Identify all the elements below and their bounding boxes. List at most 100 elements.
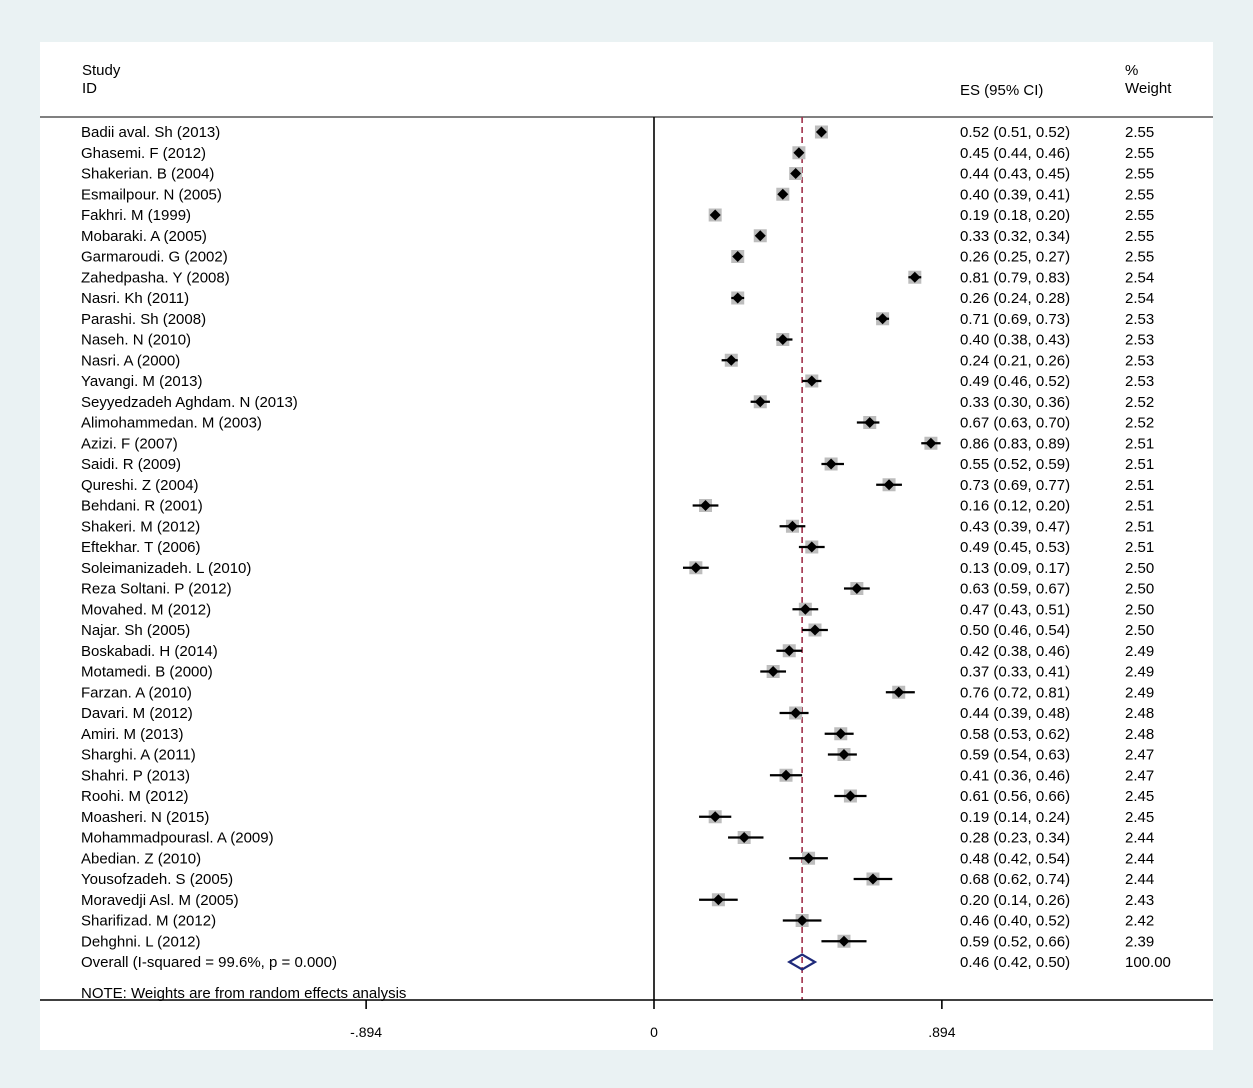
study-label: Seyyedzadeh Aghdam. N (2013) [81,394,298,411]
study-label: Dehghni. L (2012) [81,933,201,950]
study-label: Sharghi. A (2011) [81,747,196,764]
study-label: Abedian. Z (2010) [81,850,201,867]
study-label: Esmailpour. N (2005) [81,186,222,203]
weight-label: 2.53 [1125,373,1154,390]
es-ci-label: 0.68 (0.62, 0.74) [960,871,1070,888]
study-label: Roohi. M (2012) [81,788,189,805]
study-label: Boskabadi. H (2014) [81,643,218,660]
weight-label: 2.51 [1125,477,1154,494]
es-ci-label: 0.52 (0.51, 0.52) [960,124,1070,141]
study-label: Mobaraki. A (2005) [81,228,207,245]
point-estimate-marker [806,375,818,387]
study-label: Fakhri. M (1999) [81,207,191,224]
header-weight-line1: % [1125,62,1139,79]
point-estimate-marker [809,624,821,636]
weight-label: 2.44 [1125,850,1154,867]
es-ci-label: 0.81 (0.79, 0.83) [960,269,1070,286]
es-ci-label: 0.76 (0.72, 0.81) [960,684,1070,701]
es-ci-label: 0.37 (0.33, 0.41) [960,664,1070,681]
point-estimate-marker [709,209,721,221]
point-estimate-marker [835,728,847,740]
es-ci-label: 0.49 (0.46, 0.52) [960,373,1070,390]
point-estimate-marker [783,645,795,657]
study-label: Saidi. R (2009) [81,456,181,473]
point-estimate-marker [883,479,895,491]
study-label: Badii aval. Sh (2013) [81,124,220,141]
study-label: Moasheri. N (2015) [81,809,209,826]
es-ci-label: 0.20 (0.14, 0.26) [960,892,1070,909]
weight-label: 2.55 [1125,166,1154,183]
es-ci-label: 0.26 (0.25, 0.27) [960,249,1070,266]
weight-label: 2.55 [1125,207,1154,224]
weight-label: 2.49 [1125,664,1154,681]
x-tick-label: .894 [928,1024,955,1040]
study-label: Najar. Sh (2005) [81,622,190,639]
es-ci-label: 0.63 (0.59, 0.67) [960,581,1070,598]
study-label: Amiri. M (2013) [81,726,184,743]
point-estimate-marker [844,790,856,802]
es-ci-label: 0.28 (0.23, 0.34) [960,830,1070,847]
point-estimate-marker [803,852,815,864]
weight-label: 2.55 [1125,249,1154,266]
point-estimate-marker [806,541,818,553]
point-estimate-marker [851,583,863,594]
es-ci-label: 0.45 (0.44, 0.46) [960,145,1070,162]
study-label: Moravedji Asl. M (2005) [81,892,239,909]
es-ci-label: 0.33 (0.32, 0.34) [960,228,1070,245]
es-ci-label: 0.41 (0.36, 0.46) [960,767,1070,784]
es-ci-label: 0.86 (0.83, 0.89) [960,435,1070,452]
study-label: Motamedi. B (2000) [81,664,213,681]
es-ci-label: 0.49 (0.45, 0.53) [960,539,1070,556]
x-tick-label: -.894 [350,1024,382,1040]
header-study: Study ID [82,62,120,98]
point-estimate-marker [790,168,802,179]
weight-label: 2.50 [1125,622,1154,639]
weight-label: 2.50 [1125,581,1154,598]
point-estimate-marker [893,686,905,698]
forest-plot-svg: Badii aval. Sh (2013) 0.52 (0.51, 0.52) 2.… [40,116,1213,1040]
point-estimate-marker [838,935,850,947]
es-ci-label: 0.73 (0.69, 0.77) [960,477,1070,494]
weight-label: 2.52 [1125,394,1154,411]
weight-label: 2.48 [1125,705,1154,722]
overall-weight-label: 100.00 [1125,954,1171,971]
point-estimate-marker [690,562,702,574]
point-estimate-marker [786,520,798,532]
study-label: Azizi. F (2007) [81,435,178,452]
weight-label: 2.49 [1125,684,1154,701]
es-ci-label: 0.40 (0.39, 0.41) [960,186,1070,203]
weight-label: 2.53 [1125,311,1154,328]
study-label: Yousofzadeh. S (2005) [81,871,233,888]
weight-label: 2.42 [1125,913,1154,930]
point-estimate-marker [877,313,889,325]
weight-label: 2.39 [1125,933,1154,950]
weight-label: 2.45 [1125,809,1154,826]
study-label: Movahed. M (2012) [81,601,211,618]
header-es: ES (95% CI) [960,82,1044,99]
es-ci-label: 0.71 (0.69, 0.73) [960,311,1070,328]
weight-label: 2.53 [1125,332,1154,349]
study-label: Nasri. Kh (2011) [81,290,189,307]
study-label: Eftekhar. T (2006) [81,539,201,556]
es-ci-label: 0.16 (0.12, 0.20) [960,498,1070,515]
point-estimate-marker [777,334,789,345]
point-estimate-marker [864,417,876,428]
es-ci-label: 0.40 (0.38, 0.43) [960,332,1070,349]
point-estimate-marker [712,894,724,906]
weight-label: 2.47 [1125,767,1154,784]
weight-label: 2.55 [1125,145,1154,162]
point-estimate-marker [767,666,779,677]
weight-label: 2.51 [1125,539,1154,556]
point-estimate-marker [793,147,805,159]
study-label: Naseh. N (2010) [81,332,191,349]
study-label: Reza Soltani. P (2012) [81,581,232,598]
es-ci-label: 0.61 (0.56, 0.66) [960,788,1070,805]
es-ci-label: 0.59 (0.54, 0.63) [960,747,1070,764]
weight-label: 2.45 [1125,788,1154,805]
weight-label: 2.51 [1125,518,1154,535]
point-estimate-marker [790,707,802,719]
point-estimate-marker [754,230,766,242]
es-ci-label: 0.44 (0.43, 0.45) [960,166,1070,183]
point-estimate-marker [700,500,712,511]
study-label: Soleimanizadeh. L (2010) [81,560,251,577]
